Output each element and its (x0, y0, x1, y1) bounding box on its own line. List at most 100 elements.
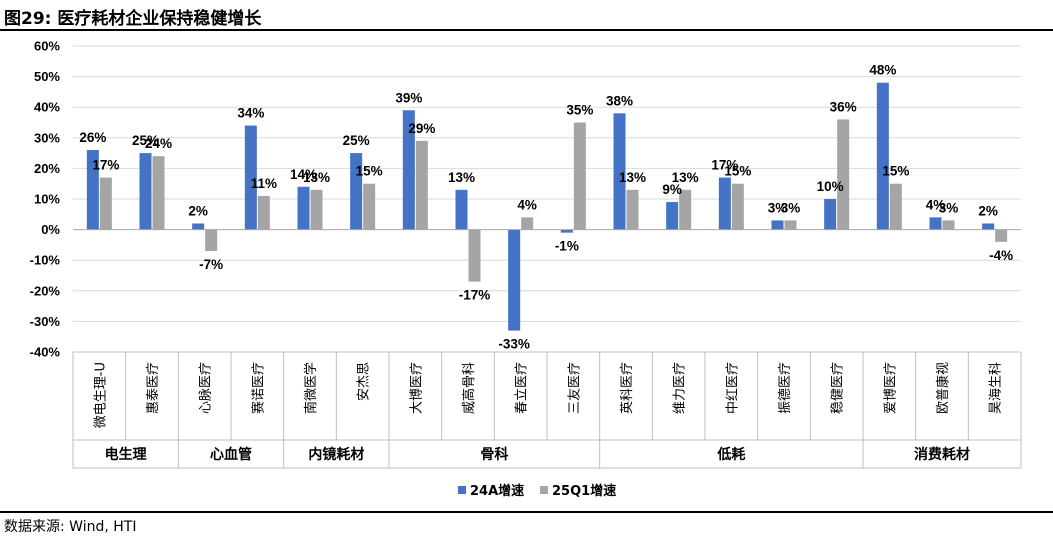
legend-label: 24A增速 (470, 483, 524, 499)
data-label: 2% (978, 203, 998, 218)
data-label: -7% (199, 257, 223, 272)
bar-series2 (415, 140, 428, 230)
category-label: 南微医学 (303, 362, 319, 414)
category-label: 春立医疗 (515, 362, 530, 414)
data-label: 3% (939, 200, 959, 215)
category-label: 英科医疗 (620, 362, 635, 414)
y-tick-label: -40% (30, 345, 61, 360)
bar-chart: 26%17%25%24%2%-7%34%11%14%13%25%15%39%29… (30, 39, 1022, 499)
bar-series1 (455, 189, 468, 230)
bar-series1 (718, 177, 731, 230)
legend-label: 25Q1增速 (552, 483, 616, 499)
data-label: -33% (498, 337, 530, 352)
data-label: 13% (619, 170, 646, 185)
bar-series1 (666, 202, 679, 230)
bar-series1 (297, 186, 310, 230)
data-label: 14% (290, 167, 317, 182)
data-label: 26% (79, 130, 106, 145)
bar-series1 (613, 113, 626, 230)
bar-series2 (626, 189, 639, 230)
data-label: 39% (395, 90, 422, 105)
data-label: 29% (408, 121, 435, 136)
data-label: 4% (926, 197, 946, 212)
bar-series2 (889, 183, 902, 230)
bar-series2 (152, 156, 165, 230)
category-label: 昊海生科 (989, 362, 1004, 414)
group-label: 骨科 (480, 446, 508, 463)
legend-swatch (458, 486, 466, 494)
category-label: 惠泰医疗 (146, 362, 161, 414)
bar-series1 (929, 217, 942, 230)
bar-series2 (205, 229, 218, 252)
category-label: 心脉医疗 (199, 362, 214, 414)
bar-series1 (876, 82, 889, 230)
category-label: 安杰思 (357, 362, 372, 401)
legend-swatch (540, 486, 548, 494)
y-tick-label: 0% (41, 222, 60, 237)
category-label: 爱博医疗 (883, 362, 898, 414)
category-label: 稳健医疗 (830, 362, 846, 414)
category-label: 三友医疗 (566, 362, 582, 414)
data-label: 11% (251, 176, 277, 191)
bar-series2 (784, 220, 797, 230)
data-label: 13% (672, 170, 699, 185)
bar-series1 (402, 110, 415, 230)
bar-series1 (192, 223, 205, 230)
category-label: 微电生理-U (93, 362, 108, 428)
data-label: 3% (781, 200, 801, 215)
data-label: 25% (343, 133, 370, 148)
data-label: 9% (662, 182, 682, 197)
y-tick-label: -10% (30, 253, 61, 268)
category-label: 振德医疗 (778, 362, 793, 414)
y-tick-label: 30% (34, 130, 60, 145)
group-label: 内镜耗材 (308, 446, 364, 463)
data-label: 15% (356, 164, 383, 179)
figure-title: 图29: 医疗耗材企业保持稳健增长 (4, 9, 262, 29)
data-label: 17% (92, 158, 119, 173)
bar-series2 (942, 220, 955, 230)
y-tick-label: -20% (30, 283, 61, 298)
y-tick-label: 10% (34, 192, 60, 207)
bottom-rule (0, 511, 1053, 513)
y-tick-label: 20% (34, 161, 60, 176)
group-label: 低耗 (716, 446, 745, 463)
data-label: 36% (830, 99, 857, 114)
bar-series1 (350, 153, 363, 230)
bar-series1 (244, 125, 257, 230)
data-label: 35% (566, 103, 593, 118)
group-label: 消费耗材 (914, 446, 970, 463)
bar-series2 (837, 119, 850, 230)
data-label: -17% (459, 288, 491, 303)
data-label: 34% (237, 106, 264, 121)
category-label: 欧普康视 (935, 362, 951, 414)
data-label: -4% (989, 248, 1013, 263)
y-tick-label: -30% (30, 314, 61, 329)
data-label: 48% (869, 63, 896, 78)
bar-series2 (731, 183, 744, 230)
bar-series1 (982, 223, 995, 230)
data-label: 13% (448, 170, 475, 185)
y-tick-label: 50% (34, 69, 60, 84)
bar-series2 (573, 122, 586, 230)
data-label: 24% (145, 136, 172, 151)
bar-series2 (995, 229, 1008, 242)
bar-series1 (560, 229, 573, 233)
data-label: 3% (768, 200, 788, 215)
data-label: 10% (817, 179, 844, 194)
category-label: 大博医疗 (409, 362, 424, 414)
bar-series2 (99, 177, 112, 230)
category-label: 威高骨科 (461, 362, 477, 414)
bar-series2 (363, 183, 376, 230)
top-rule (0, 29, 1053, 31)
data-label: 25% (132, 133, 159, 148)
bar-series1 (771, 220, 784, 230)
bar-series1 (824, 199, 837, 230)
data-label: 38% (606, 93, 633, 108)
bar-series2 (257, 195, 270, 230)
data-label: 15% (882, 164, 909, 179)
bar-series1 (508, 229, 521, 331)
source-note: 数据来源: Wind, HTI (4, 519, 137, 535)
group-label: 心血管 (210, 446, 252, 463)
group-label: 电生理 (105, 446, 147, 463)
data-label: -1% (555, 239, 579, 254)
